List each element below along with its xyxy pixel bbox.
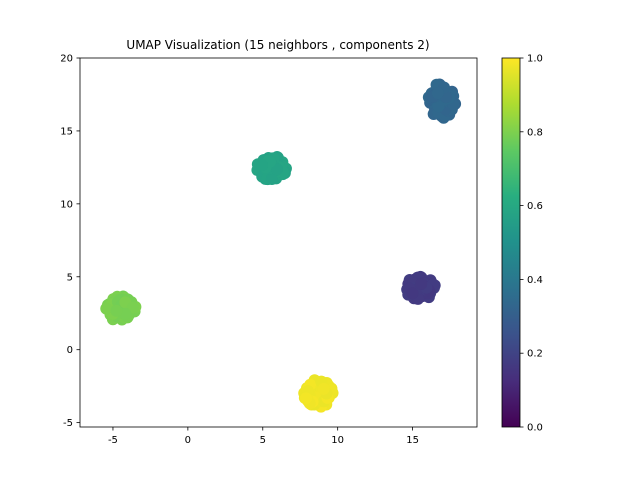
data-point-cluster-2 <box>265 173 278 186</box>
colorbar <box>501 57 521 428</box>
scatter-points <box>100 78 462 413</box>
x-axis: -5 0 5 10 15 <box>108 427 419 446</box>
x-tick-label: 5 <box>260 435 266 446</box>
data-point-cluster-3 <box>406 287 419 300</box>
y-tick-label: 0 <box>67 345 73 356</box>
colorbar-axis: 0.0 0.2 0.4 0.6 0.8 1.0 <box>520 54 543 434</box>
colorbar-tick-label: 0.6 <box>527 201 543 212</box>
data-point-cluster-2 <box>256 159 269 172</box>
y-tick-label: 5 <box>67 272 73 283</box>
data-point-cluster-3 <box>415 278 428 291</box>
x-tick-label: 15 <box>406 435 419 446</box>
colorbar-tick-label: 1.0 <box>527 54 543 65</box>
y-tick-label: -5 <box>63 418 73 429</box>
y-axis: -5 0 5 10 15 20 <box>60 54 80 429</box>
data-point-cluster-4 <box>100 302 113 315</box>
data-point-cluster-1 <box>431 87 444 100</box>
x-tick-label: 10 <box>331 435 344 446</box>
y-tick-label: 10 <box>60 199 73 210</box>
data-point-cluster-5 <box>317 382 330 395</box>
x-tick-label: -5 <box>108 435 118 446</box>
colorbar-tick-label: 0.8 <box>527 127 543 138</box>
data-point-cluster-4 <box>110 304 123 317</box>
plot-frame <box>79 57 478 428</box>
data-point-cluster-1 <box>432 100 445 113</box>
x-tick-label: 0 <box>185 435 191 446</box>
y-tick-label: 20 <box>60 54 73 65</box>
colorbar-tick-label: 0.4 <box>527 275 543 286</box>
colorbar-tick-label: 0.0 <box>527 423 543 434</box>
colorbar-tick-label: 0.2 <box>527 349 543 360</box>
data-point-cluster-5 <box>299 392 312 405</box>
chart-title: UMAP Visualization (15 neighbors , compo… <box>126 38 429 52</box>
y-tick-label: 15 <box>60 126 73 137</box>
